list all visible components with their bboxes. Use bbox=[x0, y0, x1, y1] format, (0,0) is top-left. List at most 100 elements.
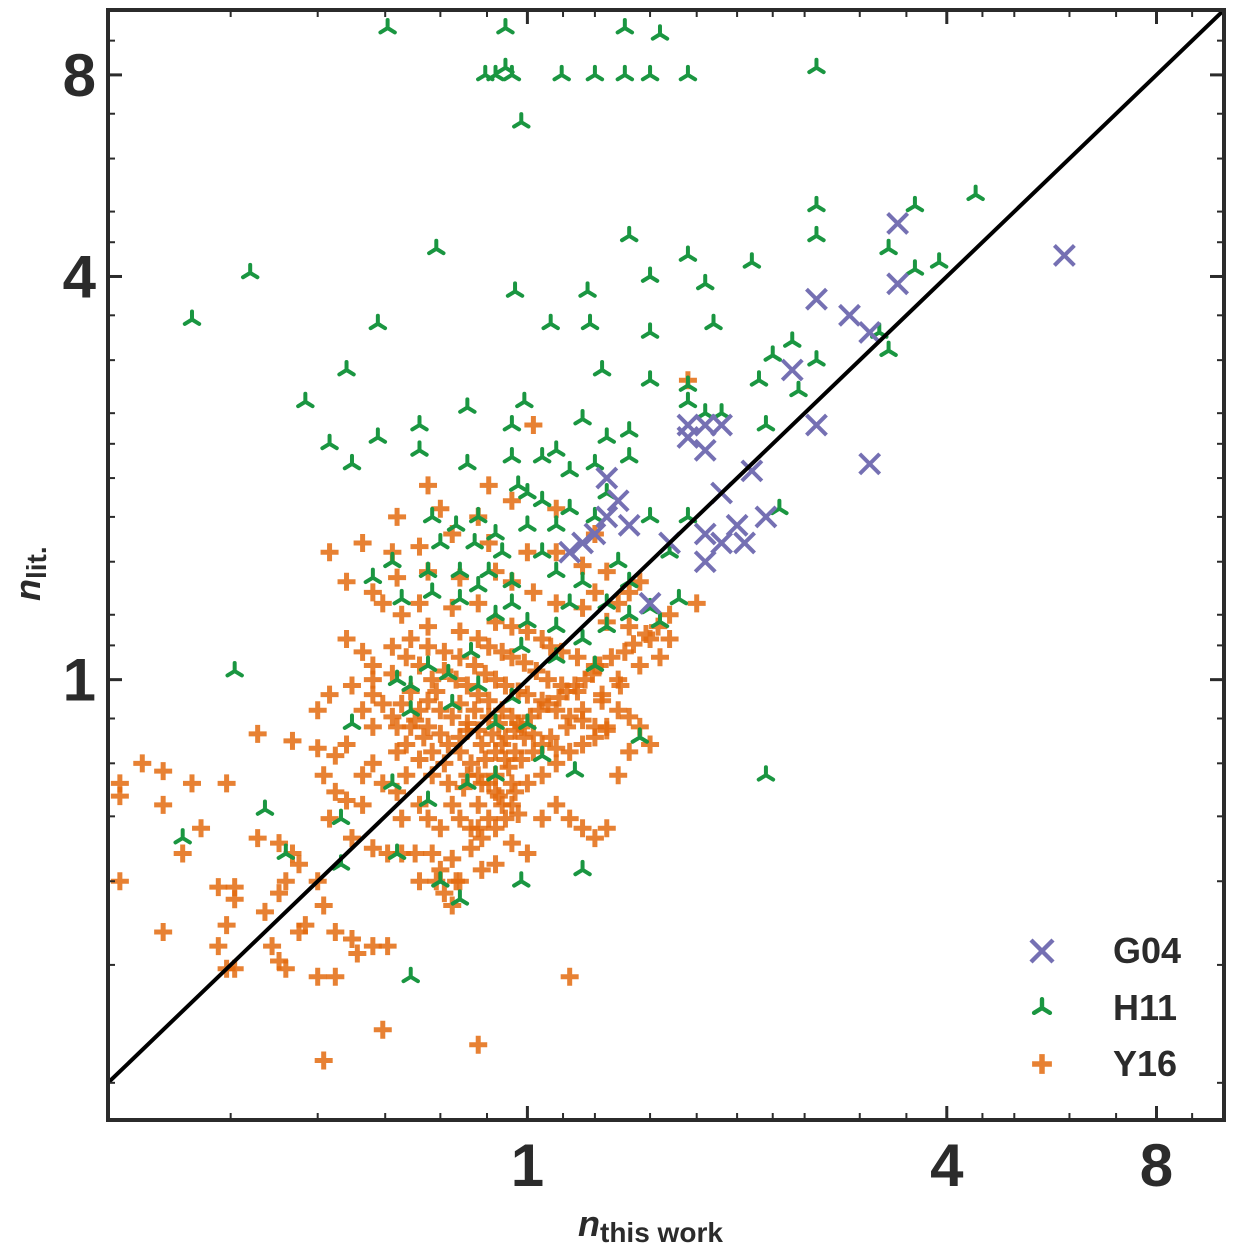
g04-point bbox=[571, 531, 594, 555]
y16-point bbox=[469, 795, 488, 814]
g04-point bbox=[754, 505, 778, 529]
h11-point bbox=[387, 669, 407, 687]
y16-point bbox=[573, 701, 592, 720]
y16-point bbox=[320, 809, 339, 828]
y-tick-label: 4 bbox=[63, 243, 97, 310]
h11-point bbox=[296, 391, 315, 409]
h11-point bbox=[573, 859, 592, 877]
g04-point bbox=[805, 413, 828, 437]
y16-point bbox=[363, 583, 382, 602]
h11-point bbox=[461, 641, 481, 659]
h11-point bbox=[342, 713, 362, 730]
y16-point bbox=[270, 834, 289, 853]
y16-point bbox=[410, 537, 429, 556]
g04-point bbox=[676, 426, 700, 449]
y16-point bbox=[435, 642, 454, 661]
y16-point bbox=[518, 844, 537, 863]
y16-point bbox=[154, 762, 173, 781]
h11-point bbox=[518, 611, 537, 629]
h11-point bbox=[383, 773, 402, 790]
h11-point bbox=[337, 360, 356, 377]
y16-point bbox=[502, 834, 521, 853]
y16-point bbox=[486, 819, 505, 838]
y16-point bbox=[326, 967, 345, 986]
y16-point bbox=[423, 670, 442, 689]
y16-point bbox=[465, 701, 484, 720]
y16-point bbox=[308, 701, 327, 720]
h11-point bbox=[678, 245, 698, 262]
y16-point bbox=[469, 594, 488, 613]
y16-point bbox=[538, 670, 557, 689]
h11-point bbox=[742, 252, 762, 269]
y16-point bbox=[502, 774, 521, 793]
y16-point bbox=[502, 491, 521, 510]
x-tick-label: 4 bbox=[930, 1132, 964, 1199]
y16-point bbox=[378, 937, 397, 956]
y16-point bbox=[524, 742, 543, 761]
h11-point bbox=[573, 571, 592, 589]
y16-point bbox=[397, 735, 416, 754]
y16-point bbox=[512, 750, 531, 769]
y16-point bbox=[533, 809, 552, 828]
h11-point bbox=[619, 604, 639, 622]
y16-point bbox=[342, 676, 361, 695]
h11-point bbox=[469, 575, 488, 593]
y16-point bbox=[263, 937, 282, 956]
h11-point bbox=[783, 331, 802, 348]
y16-point bbox=[573, 819, 592, 838]
series-y16-points bbox=[110, 371, 706, 1070]
y16-point bbox=[337, 735, 356, 754]
y16-point bbox=[373, 694, 392, 713]
y16-point bbox=[597, 819, 616, 838]
y16-point bbox=[541, 728, 560, 747]
y16-point bbox=[410, 594, 429, 613]
h11-point bbox=[532, 542, 552, 559]
h11-point bbox=[173, 828, 192, 845]
h11-point bbox=[552, 64, 571, 82]
h11-point bbox=[585, 64, 605, 82]
h11-point bbox=[422, 582, 442, 599]
y16-point bbox=[326, 746, 345, 765]
h11-point bbox=[450, 588, 470, 606]
y16-point bbox=[397, 648, 416, 667]
y16-point bbox=[248, 724, 267, 743]
legend-marker-h11 bbox=[1031, 997, 1053, 1016]
g04-point bbox=[886, 272, 910, 296]
h11-point bbox=[479, 561, 498, 578]
h11-point bbox=[630, 727, 650, 744]
y16-point bbox=[225, 878, 244, 897]
y16-point bbox=[450, 872, 469, 891]
legend-marker bbox=[1029, 938, 1055, 964]
h11-point bbox=[422, 506, 442, 524]
y16-point bbox=[687, 594, 706, 613]
y16-point bbox=[308, 967, 327, 986]
h11-point bbox=[469, 506, 488, 524]
h11-point bbox=[502, 571, 522, 589]
y16-point bbox=[547, 543, 566, 562]
y16-point bbox=[353, 795, 372, 814]
g04-point bbox=[606, 489, 630, 513]
g04-point bbox=[886, 212, 910, 235]
g04-point bbox=[693, 550, 717, 574]
h11-point bbox=[342, 453, 362, 471]
y16-point bbox=[496, 676, 515, 695]
y16-point bbox=[439, 774, 458, 793]
y16-point bbox=[431, 724, 450, 743]
y16-point bbox=[414, 728, 433, 747]
h11-point bbox=[240, 262, 260, 280]
h11-point bbox=[401, 700, 420, 717]
h11-point bbox=[515, 391, 534, 409]
y16-point bbox=[641, 735, 660, 754]
h11-point bbox=[879, 238, 898, 256]
y16-point bbox=[518, 685, 537, 704]
y16-point bbox=[439, 735, 458, 754]
h11-point bbox=[378, 17, 397, 35]
h11-point bbox=[512, 636, 531, 654]
h11-point bbox=[182, 309, 202, 326]
y16-point bbox=[541, 637, 560, 656]
h11-point bbox=[756, 415, 776, 432]
y16-point bbox=[209, 878, 228, 897]
y16-point bbox=[209, 937, 228, 956]
y16-point bbox=[597, 562, 616, 581]
y16-point bbox=[476, 750, 495, 769]
